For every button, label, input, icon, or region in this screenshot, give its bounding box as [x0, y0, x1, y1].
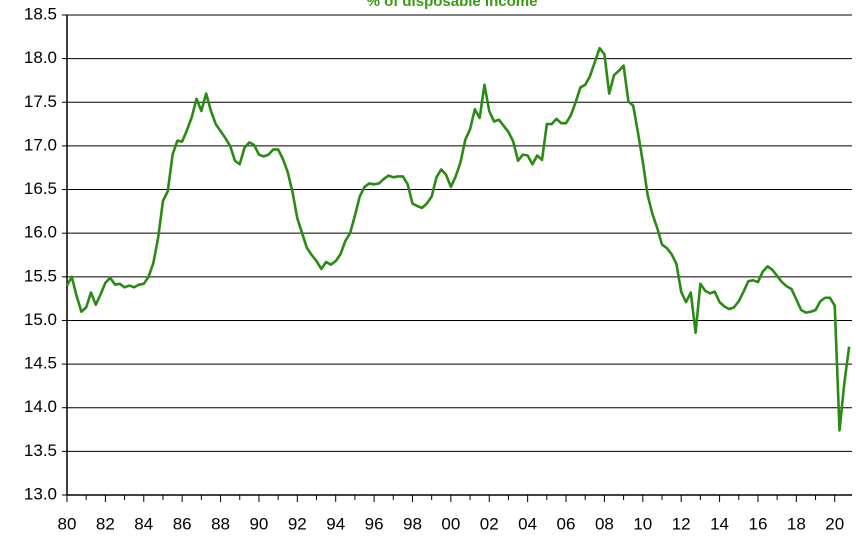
x-tick-label: 82 [96, 514, 115, 533]
y-tick-label: 14.0 [24, 397, 57, 416]
y-tick-label: 13.5 [24, 441, 57, 460]
x-tick-label: 98 [403, 514, 422, 533]
x-tick-label: 80 [58, 514, 77, 533]
x-tick-label: 86 [173, 514, 192, 533]
y-tick-label: 18.5 [24, 4, 57, 23]
x-tick-label: 16 [748, 514, 767, 533]
x-tick-label: 06 [557, 514, 576, 533]
y-tick-label: 17.0 [24, 135, 57, 154]
y-tick-label: 16.0 [24, 223, 57, 242]
x-tick-label: 04 [518, 514, 537, 533]
y-tick-label: 18.0 [24, 48, 57, 67]
y-tick-label: 16.5 [24, 179, 57, 198]
y-tick-label: 13.0 [24, 484, 57, 503]
y-tick-label: 15.0 [24, 310, 57, 329]
x-tick-label: 94 [326, 514, 345, 533]
x-tick-label: 20 [825, 514, 844, 533]
x-tick-label: 02 [480, 514, 499, 533]
x-tick-label: 08 [595, 514, 614, 533]
x-tick-label: 18 [787, 514, 806, 533]
y-tick-label: 17.5 [24, 92, 57, 111]
x-tick-label: 96 [365, 514, 384, 533]
x-tick-label: 92 [288, 514, 307, 533]
x-tick-label: 84 [134, 514, 153, 533]
chart-title: % of disposable income [367, 0, 538, 10]
y-tick-label: 15.5 [24, 266, 57, 285]
y-tick-label: 14.5 [24, 354, 57, 373]
data-line [65, 46, 851, 432]
x-tick-label: 12 [672, 514, 691, 533]
x-tick-label: 14 [710, 514, 729, 533]
x-tick-label: 90 [249, 514, 268, 533]
x-tick-label: 88 [211, 514, 230, 533]
x-tick-label: 00 [441, 514, 460, 533]
x-tick-label: 10 [633, 514, 652, 533]
